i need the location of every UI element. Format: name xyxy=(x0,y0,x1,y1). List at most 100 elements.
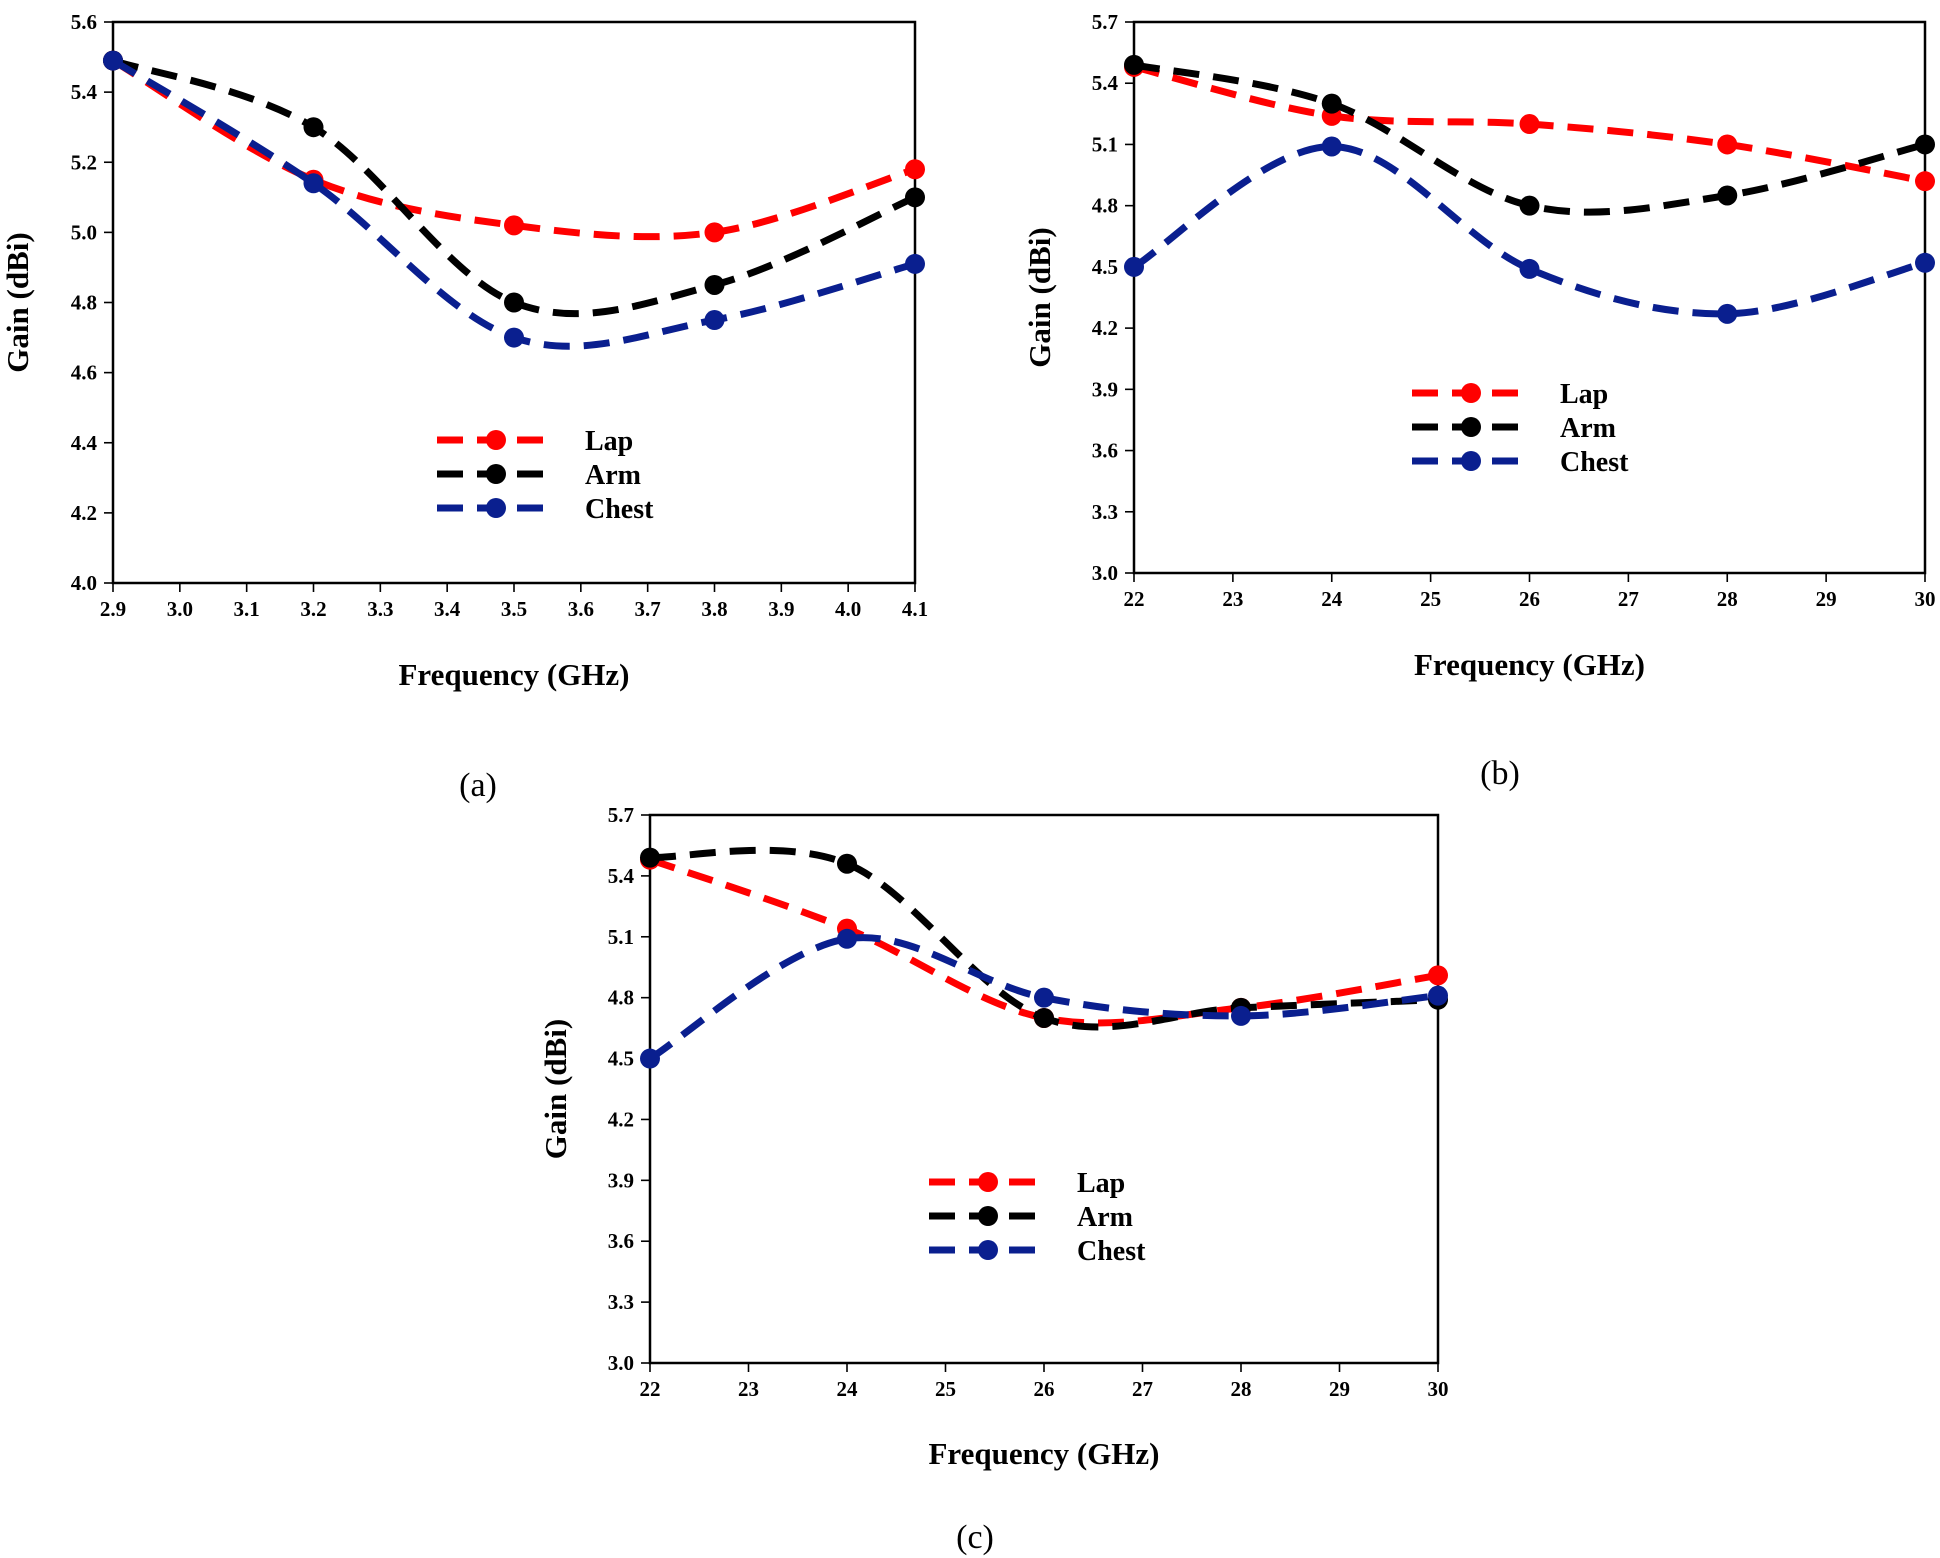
panel-label-a: (a) xyxy=(459,767,497,804)
panel-label-b: (b) xyxy=(1480,755,1520,792)
x-tick-label-c: 29 xyxy=(1329,1377,1350,1401)
x-tick-label-a: 3.8 xyxy=(701,597,727,621)
legend-marker-chest xyxy=(486,498,506,518)
chart-panel-b: 22 23 24 25 26 27 28 29 30 3.0 3.3 3.6 3.9 4.2 4.5 4.8 5… xyxy=(1022,10,1936,682)
series-chest-a xyxy=(103,50,925,350)
legend-label-chest: Chest xyxy=(1077,1236,1146,1267)
data-point-lap xyxy=(1428,965,1448,986)
series-lap-a xyxy=(103,50,925,243)
x-axis-title-a: Frequency (GHz) xyxy=(398,657,629,692)
x-tick-label-c: 25 xyxy=(935,1377,956,1401)
data-point-arm xyxy=(704,274,725,295)
y-tick-label-b: 4.5 xyxy=(1092,255,1118,279)
data-point-chest xyxy=(1915,252,1935,273)
series-line-chest xyxy=(1132,142,1926,318)
data-point-chest xyxy=(1034,987,1054,1008)
x-tick-label-c: 27 xyxy=(1132,1377,1153,1401)
y-tick-label-a: 5.4 xyxy=(71,80,98,104)
series-arm-a xyxy=(103,50,925,318)
legend-label-arm: Arm xyxy=(1077,1202,1133,1233)
x-tick-label-b: 23 xyxy=(1222,587,1243,611)
y-axis-title-a: Gain (dBi) xyxy=(0,232,35,372)
x-tick-label-a: 3.7 xyxy=(635,597,661,621)
data-point-lap xyxy=(504,215,524,236)
series-chest-c xyxy=(640,928,1448,1069)
x-tick-label-c: 28 xyxy=(1231,1377,1252,1401)
x-tick-label-c: 30 xyxy=(1428,1377,1449,1401)
legend-label-lap: Lap xyxy=(1560,379,1608,410)
y-tick-label-a: 5.2 xyxy=(71,150,97,174)
x-tick-label-a: 3.0 xyxy=(167,597,193,621)
x-tick-label-c: 23 xyxy=(738,1377,759,1401)
x-tick-label-b: 27 xyxy=(1618,587,1639,611)
data-point-chest xyxy=(1519,258,1540,279)
data-point-arm xyxy=(1519,195,1540,216)
x-tick-label-a: 3.1 xyxy=(234,597,260,621)
data-point-chest xyxy=(837,928,857,949)
legend-label-chest: Chest xyxy=(1560,447,1629,478)
data-point-lap xyxy=(704,222,725,243)
y-tick-label-a: 5.6 xyxy=(71,10,97,34)
x-tick-label-a: 3.4 xyxy=(434,597,461,621)
data-point-arm xyxy=(1915,134,1935,155)
series-lap-b xyxy=(1124,56,1935,192)
data-point-arm xyxy=(640,847,660,868)
data-point-arm xyxy=(1717,185,1738,206)
series-line-arm xyxy=(1133,61,1926,216)
x-tick-label-a: 4.1 xyxy=(902,597,928,621)
legend-label-lap: Lap xyxy=(1077,1168,1125,1199)
y-tick-label-b: 4.8 xyxy=(1092,194,1118,218)
series-line-arm xyxy=(111,57,917,318)
series-arm-b xyxy=(1124,54,1935,216)
data-point-chest xyxy=(1231,1005,1251,1026)
x-tick-label-a: 2.9 xyxy=(100,597,126,621)
legend-marker-arm xyxy=(978,1206,998,1226)
data-point-chest xyxy=(1321,136,1342,157)
series-chest-b xyxy=(1124,136,1935,324)
y-tick-label-c: 3.0 xyxy=(608,1351,634,1375)
x-tick-label-a: 4.0 xyxy=(835,597,861,621)
x-tick-label-b: 30 xyxy=(1915,587,1936,611)
data-point-chest xyxy=(704,310,725,331)
legend-label-lap: Lap xyxy=(585,426,633,457)
data-point-chest xyxy=(504,327,524,348)
data-point-lap xyxy=(905,159,925,180)
plot-frame-b xyxy=(1132,20,1927,575)
chart-panel-a: 2.9 3.0 3.1 3.2 3.3 3.4 3.5 3.6 3.7 3.8 3.9 4.0 4.1 4… xyxy=(0,10,928,692)
data-point-chest xyxy=(1124,256,1144,277)
y-tick-label-c: 3.6 xyxy=(608,1229,634,1253)
y-tick-label-b: 4.2 xyxy=(1092,316,1118,340)
x-tick-label-b: 24 xyxy=(1321,587,1343,611)
y-axis-title-b: Gain (dBi) xyxy=(1022,227,1057,367)
legend-marker-chest xyxy=(1461,451,1481,471)
x-tick-label-c: 26 xyxy=(1034,1377,1055,1401)
legend-marker-lap xyxy=(1461,383,1481,403)
y-tick-label-c: 5.7 xyxy=(608,803,634,827)
legend-marker-arm xyxy=(486,464,506,484)
data-point-chest xyxy=(1717,303,1738,324)
y-tick-label-c: 3.3 xyxy=(608,1290,634,1314)
legend-marker-lap xyxy=(978,1172,998,1192)
y-tick-label-a: 4.4 xyxy=(71,431,98,455)
data-point-arm xyxy=(1321,93,1342,114)
x-tick-label-a: 3.3 xyxy=(367,597,393,621)
data-point-arm xyxy=(905,187,925,208)
x-tick-label-b: 26 xyxy=(1519,587,1540,611)
y-axis-title-c: Gain (dBi) xyxy=(538,1019,573,1159)
panel-label-c: (c) xyxy=(956,1519,994,1556)
y-tick-label-a: 4.8 xyxy=(71,291,97,315)
y-tick-label-b: 5.7 xyxy=(1092,10,1118,34)
data-point-arm xyxy=(1124,54,1144,75)
legend-label-arm: Arm xyxy=(1560,413,1616,444)
y-tick-label-a: 4.6 xyxy=(71,361,97,385)
y-tick-label-a: 4.2 xyxy=(71,501,97,525)
data-point-lap xyxy=(1915,171,1935,192)
series-line-lap xyxy=(111,57,917,241)
y-tick-label-b: 3.3 xyxy=(1092,500,1118,524)
data-point-arm xyxy=(837,853,857,874)
x-tick-label-a: 3.2 xyxy=(300,597,326,621)
x-tick-label-b: 28 xyxy=(1717,587,1738,611)
